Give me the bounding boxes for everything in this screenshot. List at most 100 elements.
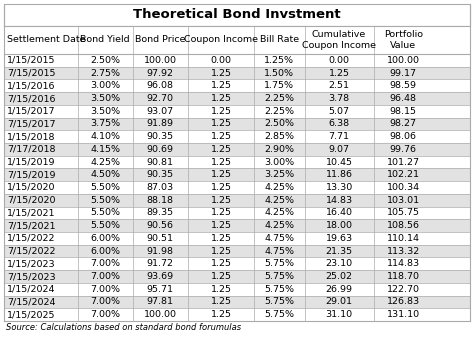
Text: 1/15/2023: 1/15/2023 (7, 259, 55, 268)
Text: 122.70: 122.70 (387, 285, 419, 294)
Text: 4.25%: 4.25% (264, 196, 294, 205)
Text: Source: Calculations based on standard bond forumulas: Source: Calculations based on standard b… (6, 323, 241, 333)
Text: 5.75%: 5.75% (264, 285, 294, 294)
Text: 90.35: 90.35 (146, 132, 173, 141)
Text: 11.86: 11.86 (326, 170, 353, 179)
Text: 4.25%: 4.25% (264, 208, 294, 217)
Text: 3.00%: 3.00% (264, 158, 294, 166)
Text: 5.07: 5.07 (328, 107, 349, 116)
Text: 90.56: 90.56 (146, 221, 173, 230)
Text: 1.25: 1.25 (210, 107, 231, 116)
Text: 1.25: 1.25 (210, 119, 231, 128)
Text: 18.00: 18.00 (326, 221, 353, 230)
Bar (4, 143, 470, 156)
Text: Bill Rate: Bill Rate (260, 36, 299, 44)
Text: 1.25: 1.25 (210, 246, 231, 256)
Text: 95.71: 95.71 (146, 285, 173, 294)
Bar (4, 79, 470, 92)
Text: 1.25: 1.25 (210, 272, 231, 281)
Text: 108.56: 108.56 (387, 221, 419, 230)
Text: 1.25: 1.25 (210, 81, 231, 90)
Text: 2.25%: 2.25% (264, 107, 294, 116)
Text: 88.18: 88.18 (146, 196, 173, 205)
Bar (4, 105, 470, 118)
Text: 0.00: 0.00 (328, 56, 349, 65)
Text: 7/17/2018: 7/17/2018 (7, 145, 55, 154)
Text: 3.78: 3.78 (328, 94, 350, 103)
Text: 7.71: 7.71 (328, 132, 349, 141)
Text: 7.00%: 7.00% (90, 259, 120, 268)
Bar (4, 54, 470, 67)
Bar (4, 296, 470, 308)
Text: 5.50%: 5.50% (90, 221, 120, 230)
Text: 93.07: 93.07 (146, 107, 173, 116)
Text: 1.25: 1.25 (210, 297, 231, 306)
Text: 1.25: 1.25 (210, 145, 231, 154)
Text: 98.27: 98.27 (390, 119, 417, 128)
Text: 5.75%: 5.75% (264, 259, 294, 268)
Text: Bond Price: Bond Price (135, 36, 185, 44)
Text: 7/15/2024: 7/15/2024 (7, 297, 55, 306)
Text: 92.70: 92.70 (146, 94, 173, 103)
Text: 1.50%: 1.50% (264, 68, 294, 78)
Text: 5.50%: 5.50% (90, 208, 120, 217)
Text: 1.25: 1.25 (210, 221, 231, 230)
Bar (4, 270, 470, 283)
Text: 7/15/2020: 7/15/2020 (7, 196, 55, 205)
Text: 1.75%: 1.75% (264, 81, 294, 90)
Text: 2.51: 2.51 (328, 81, 349, 90)
Text: 90.35: 90.35 (146, 170, 173, 179)
Text: 7/15/2022: 7/15/2022 (7, 246, 55, 256)
Text: Portfolio
Value: Portfolio Value (383, 30, 423, 50)
Text: 9.07: 9.07 (328, 145, 349, 154)
Text: 7/15/2017: 7/15/2017 (7, 119, 55, 128)
Text: 114.83: 114.83 (387, 259, 419, 268)
Text: 3.50%: 3.50% (90, 94, 120, 103)
Bar (4, 4, 470, 26)
Text: 5.75%: 5.75% (264, 272, 294, 281)
Text: 7/15/2019: 7/15/2019 (7, 170, 55, 179)
Text: 19.63: 19.63 (326, 234, 353, 243)
Text: 4.25%: 4.25% (264, 221, 294, 230)
Bar (4, 283, 470, 296)
Text: 118.70: 118.70 (387, 272, 419, 281)
Text: 7.00%: 7.00% (90, 297, 120, 306)
Text: 110.14: 110.14 (387, 234, 419, 243)
Bar (4, 67, 470, 79)
Text: 102.21: 102.21 (387, 170, 419, 179)
Text: 7/15/2015: 7/15/2015 (7, 68, 55, 78)
Text: 2.50%: 2.50% (264, 119, 294, 128)
Text: 1/15/2017: 1/15/2017 (7, 107, 55, 116)
Text: 1.25: 1.25 (210, 158, 231, 166)
Text: 2.85%: 2.85% (264, 132, 294, 141)
Bar (4, 257, 470, 270)
Text: 3.00%: 3.00% (90, 81, 120, 90)
Bar (4, 194, 470, 206)
Text: 98.06: 98.06 (390, 132, 417, 141)
Text: 3.50%: 3.50% (90, 107, 120, 116)
Bar (4, 206, 470, 219)
Text: Bond Yield: Bond Yield (80, 36, 130, 44)
Text: 4.15%: 4.15% (90, 145, 120, 154)
Bar (4, 118, 470, 130)
Text: 1.25: 1.25 (210, 285, 231, 294)
Text: 7/15/2016: 7/15/2016 (7, 94, 55, 103)
Text: 1.25%: 1.25% (264, 56, 294, 65)
Text: 3.75%: 3.75% (90, 119, 120, 128)
Text: 1.25: 1.25 (210, 170, 231, 179)
Text: 101.27: 101.27 (387, 158, 419, 166)
Bar (4, 130, 470, 143)
Text: 98.59: 98.59 (390, 81, 417, 90)
Text: 1/15/2024: 1/15/2024 (7, 285, 55, 294)
Text: 87.03: 87.03 (146, 183, 173, 192)
Text: 6.38: 6.38 (328, 119, 350, 128)
Text: 1/15/2020: 1/15/2020 (7, 183, 55, 192)
Text: 6.00%: 6.00% (90, 234, 120, 243)
Text: 25.02: 25.02 (326, 272, 353, 281)
Text: 1/15/2022: 1/15/2022 (7, 234, 55, 243)
Bar (4, 92, 470, 105)
Text: 1.25: 1.25 (210, 310, 231, 319)
Text: 2.25%: 2.25% (264, 94, 294, 103)
Text: 105.75: 105.75 (387, 208, 419, 217)
Text: 23.10: 23.10 (326, 259, 353, 268)
